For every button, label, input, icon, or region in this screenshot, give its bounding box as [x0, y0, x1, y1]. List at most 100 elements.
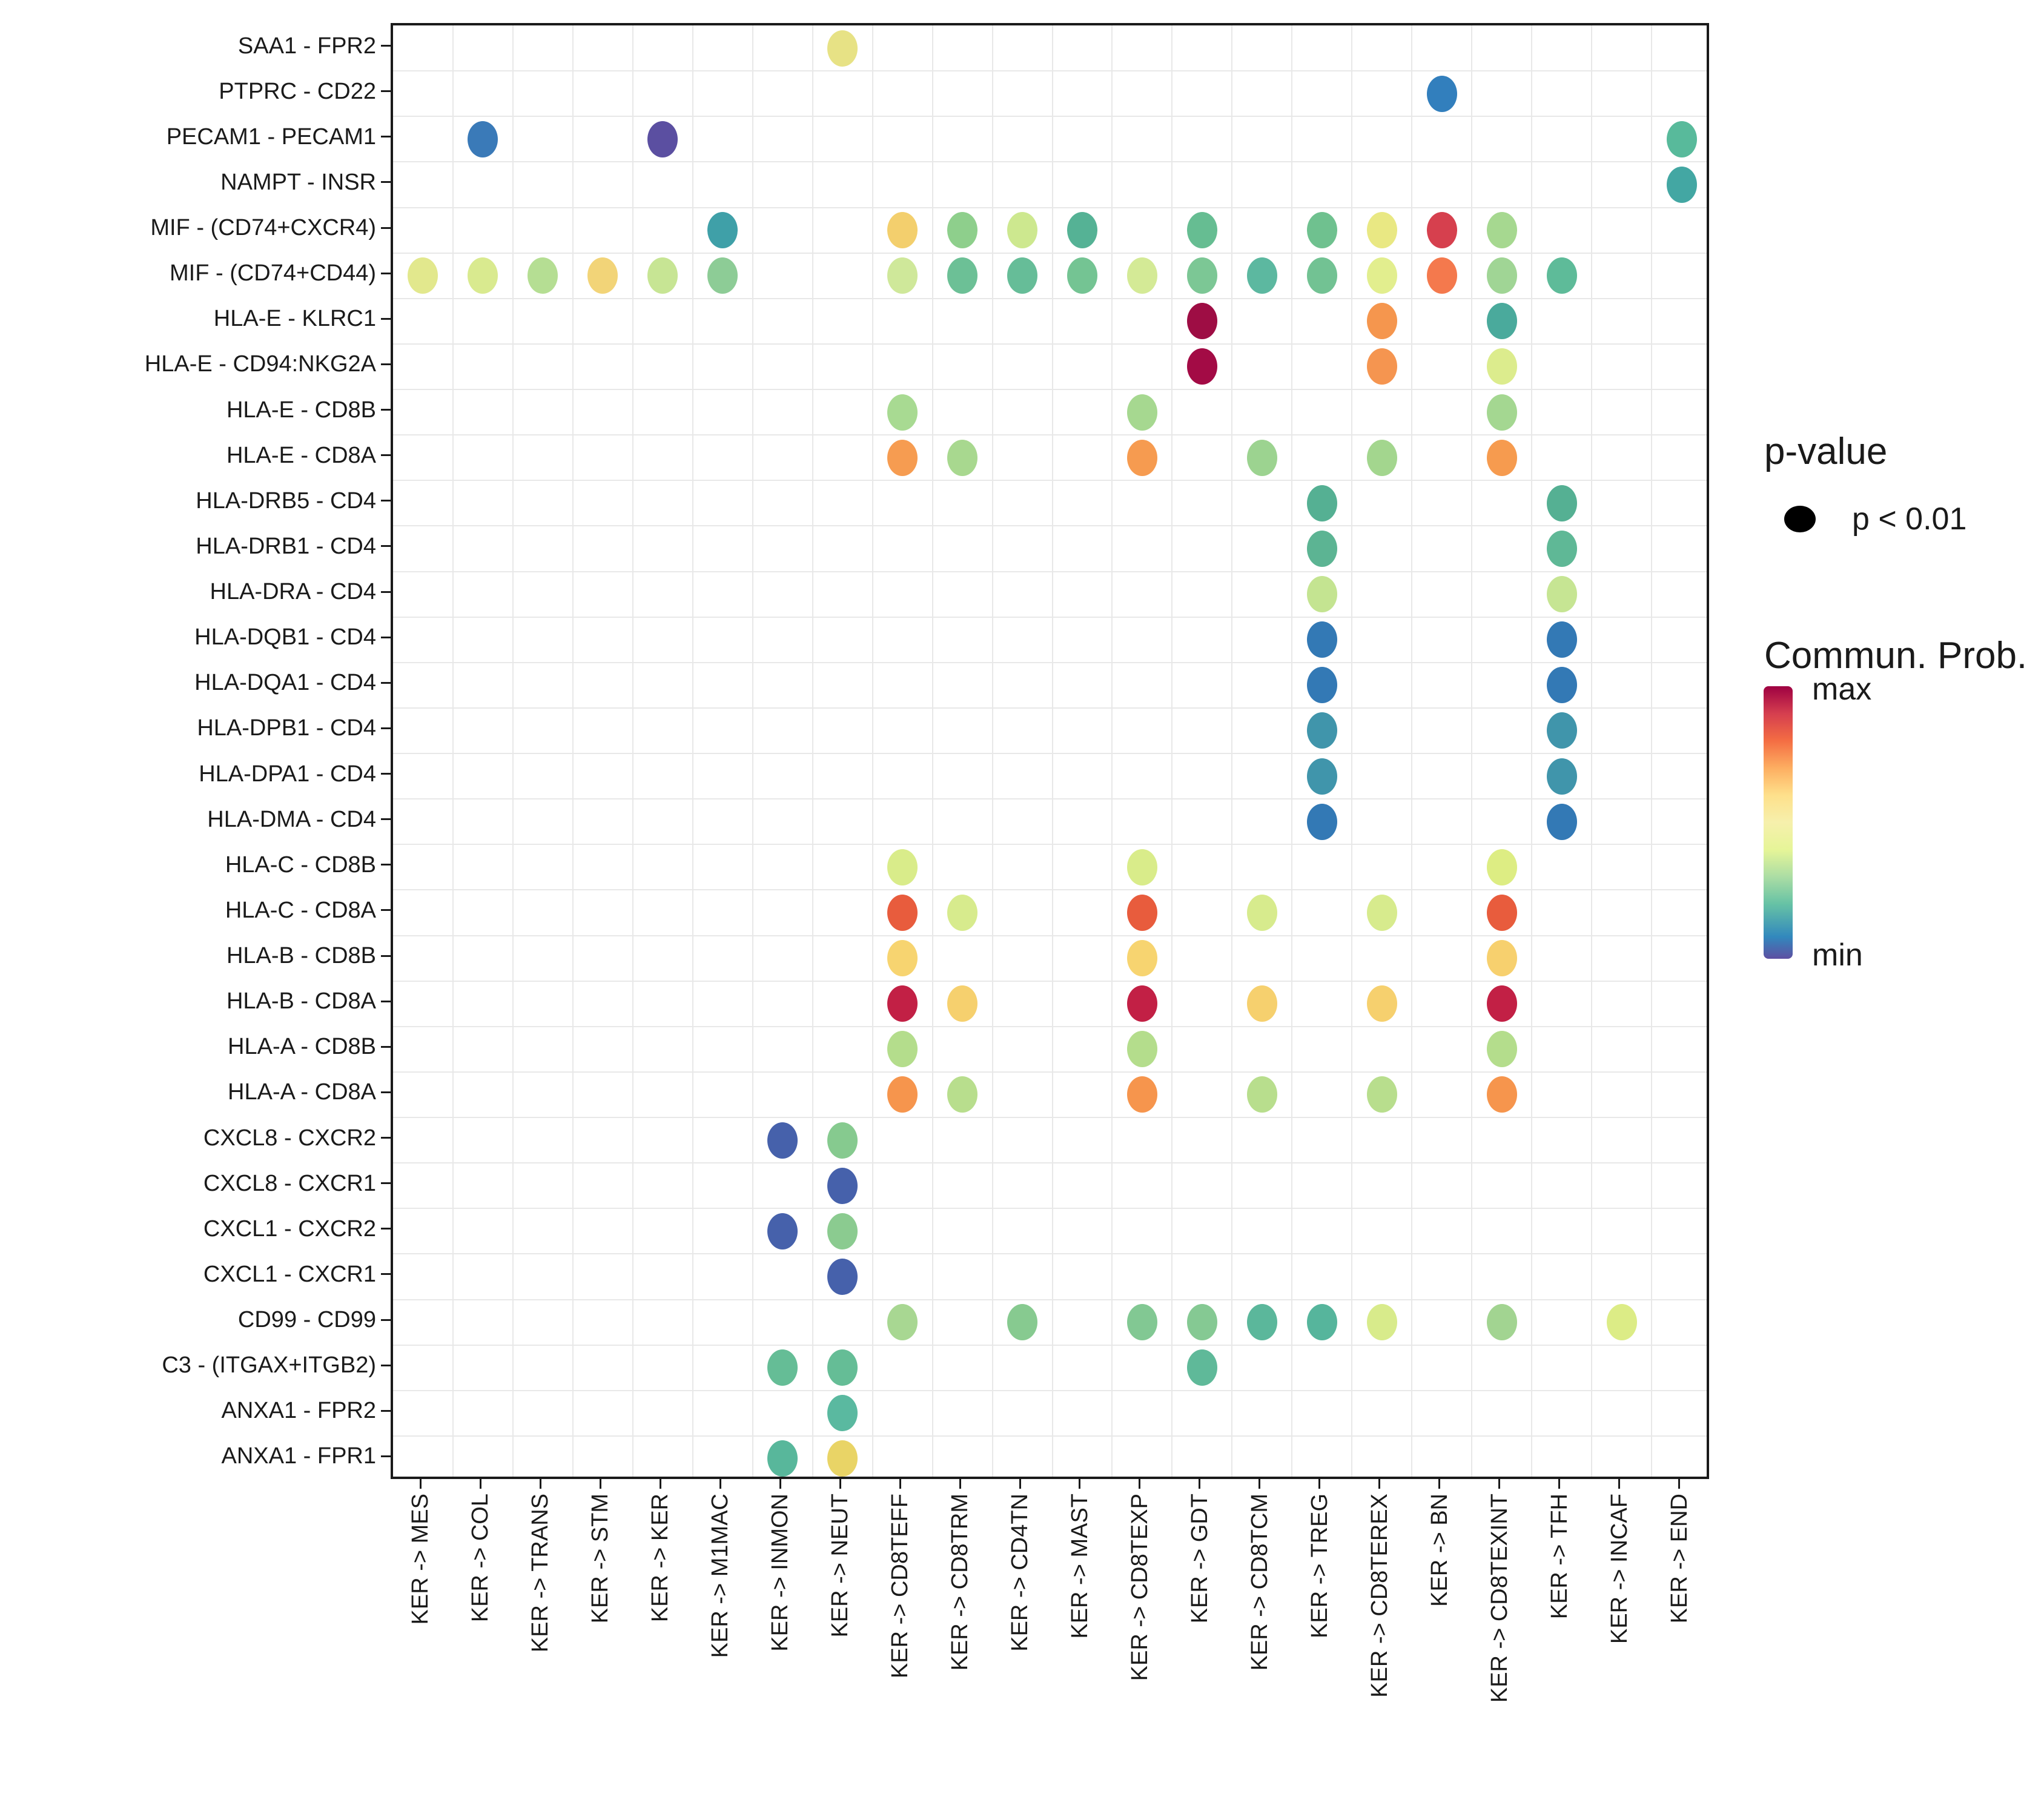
x-axis-tick [599, 1479, 601, 1489]
x-axis-label: KER -> KER [647, 1494, 673, 1623]
data-dot [1486, 985, 1517, 1022]
data-dot [1366, 1076, 1397, 1113]
y-axis-label: HLA-DQA1 - CD4 [194, 670, 376, 696]
data-dot [1366, 303, 1397, 340]
x-axis-tick [839, 1479, 841, 1489]
y-axis-tick [381, 681, 391, 684]
y-axis-label: HLA-DRA - CD4 [210, 579, 377, 605]
x-axis-tick [779, 1479, 781, 1489]
data-dot [1366, 212, 1397, 249]
gridline-vertical [1231, 25, 1233, 1477]
gridline-horizontal [393, 70, 1707, 72]
data-dot [767, 1440, 798, 1477]
y-axis-tick [381, 909, 391, 912]
x-axis-tick [1258, 1479, 1261, 1489]
gridline-horizontal [393, 935, 1707, 936]
gridline-horizontal [393, 571, 1707, 572]
data-dot [827, 1349, 858, 1386]
x-axis-tick [1498, 1479, 1501, 1489]
data-dot [1306, 758, 1337, 795]
data-dot [1306, 803, 1337, 840]
gridline-horizontal [393, 661, 1707, 663]
y-axis-tick [381, 955, 391, 957]
gridline-horizontal [393, 116, 1707, 117]
y-axis-label: MIF - (CD74+CD44) [170, 260, 376, 286]
x-axis-tick [1438, 1479, 1441, 1489]
data-dot [1366, 439, 1397, 476]
y-axis-label: HLA-E - CD94:NKG2A [144, 351, 376, 377]
data-dot [1306, 712, 1337, 749]
x-axis-tick [479, 1479, 481, 1489]
gridline-horizontal [393, 980, 1707, 982]
x-axis-label: KER -> MAST [1067, 1494, 1093, 1639]
y-axis-tick [381, 1364, 391, 1366]
data-dot [1246, 985, 1277, 1022]
gridline-horizontal [393, 1389, 1707, 1391]
data-dot [1007, 1304, 1038, 1341]
y-axis-label: HLA-DPA1 - CD4 [199, 761, 376, 787]
data-dot [707, 212, 738, 249]
y-axis-tick [381, 1228, 391, 1230]
y-axis-label: MIF - (CD74+CXCR4) [150, 215, 376, 241]
data-dot [1306, 576, 1337, 613]
data-dot [1666, 121, 1697, 157]
data-dot [1546, 621, 1577, 658]
data-dot [947, 439, 978, 476]
gridline-vertical [1471, 25, 1473, 1477]
y-axis-label: CXCL1 - CXCR1 [203, 1261, 376, 1287]
data-dot [1186, 348, 1217, 385]
x-axis-label: KER -> CD8TEREX [1366, 1494, 1392, 1698]
gridline-vertical [872, 25, 873, 1477]
gridline-vertical [1411, 25, 1413, 1477]
data-dot [827, 1122, 858, 1159]
y-axis-tick [381, 1273, 391, 1276]
y-axis-label: C3 - (ITGAX+ITGB2) [162, 1352, 376, 1378]
y-axis-label: HLA-DRB1 - CD4 [196, 533, 376, 559]
y-axis-tick [381, 1045, 391, 1048]
data-dot [947, 894, 978, 931]
gridline-horizontal [393, 616, 1707, 618]
gridline-vertical [931, 25, 933, 1477]
x-axis-tick [1618, 1479, 1621, 1489]
data-dot [1486, 849, 1517, 885]
gridline-vertical [632, 25, 633, 1477]
data-dot [827, 30, 858, 67]
data-dot [887, 439, 918, 476]
x-axis-label: KER -> CD8TRM [947, 1494, 973, 1671]
data-dot [1126, 1031, 1157, 1068]
y-axis-label: HLA-DMA - CD4 [207, 806, 376, 832]
x-axis-tick [1019, 1479, 1021, 1489]
x-axis-label: KER -> INCAF [1606, 1494, 1632, 1644]
x-axis-tick [419, 1479, 422, 1489]
gridline-horizontal [393, 1253, 1707, 1255]
data-dot [1186, 303, 1217, 340]
data-dot [1186, 212, 1217, 249]
data-dot [1186, 1304, 1217, 1341]
x-axis-tick [1318, 1479, 1321, 1489]
data-dot [767, 1213, 798, 1249]
x-axis-label: KER -> TREG [1306, 1494, 1332, 1638]
y-axis-tick [381, 773, 391, 775]
gridline-horizontal [393, 480, 1707, 482]
gridline-horizontal [393, 753, 1707, 754]
gridline-horizontal [393, 297, 1707, 299]
gridline-horizontal [393, 1208, 1707, 1210]
y-axis-tick [381, 1319, 391, 1321]
data-dot [1426, 75, 1457, 112]
gridline-horizontal [393, 525, 1707, 527]
y-axis-label: HLA-C - CD8B [225, 852, 376, 878]
gridline-vertical [752, 25, 753, 1477]
data-dot [1306, 667, 1337, 704]
data-dot [1606, 1304, 1637, 1341]
y-axis-label: HLA-E - CD8B [226, 397, 376, 423]
data-dot [1126, 257, 1157, 294]
data-dot [1246, 1076, 1277, 1113]
y-axis-label: ANXA1 - FPR1 [221, 1443, 376, 1469]
y-axis-tick [381, 545, 391, 548]
y-axis-label: HLA-DQB1 - CD4 [194, 624, 376, 650]
data-dot [1306, 1304, 1337, 1341]
colorbar-min-label: min [1812, 938, 1863, 973]
x-axis-tick [1378, 1479, 1381, 1489]
gridline-horizontal [393, 1162, 1707, 1164]
